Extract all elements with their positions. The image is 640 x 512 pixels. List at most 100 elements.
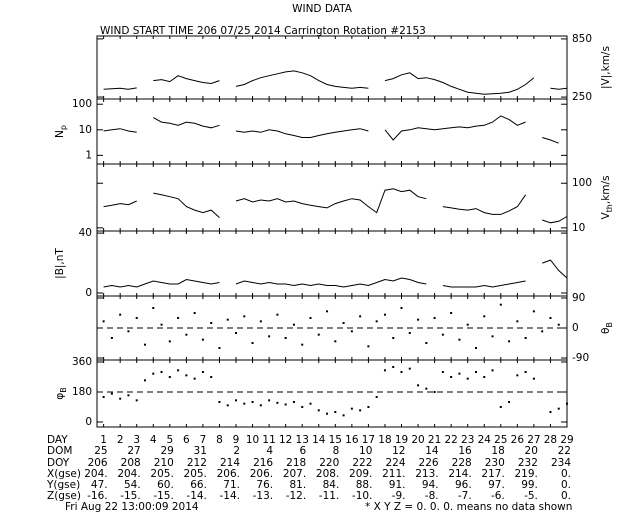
data-point bbox=[210, 376, 213, 378]
table-cell: -11. bbox=[319, 490, 340, 502]
table-cell: 207. bbox=[283, 468, 306, 480]
axis-label: Np bbox=[54, 125, 68, 138]
axis-label-main: θ bbox=[600, 328, 612, 334]
data-point bbox=[458, 338, 461, 341]
data-point bbox=[375, 396, 378, 398]
axis-label-main: N bbox=[54, 130, 66, 138]
table-cell: 16 bbox=[458, 445, 472, 457]
table-cell: 2 bbox=[233, 445, 240, 457]
table-cell: 226 bbox=[419, 457, 439, 469]
table-cell: 91. bbox=[389, 479, 406, 491]
data-point bbox=[259, 404, 262, 407]
table-cell: -14. bbox=[186, 490, 207, 502]
data-point bbox=[259, 320, 262, 323]
data-point bbox=[301, 343, 304, 346]
y-tick-label: 0 bbox=[85, 287, 92, 299]
table-cell: -9. bbox=[392, 490, 406, 502]
day-label: 1 bbox=[100, 434, 107, 446]
table-cell: 224 bbox=[385, 457, 405, 469]
table-cell: 217. bbox=[481, 468, 504, 480]
table-cell: 208 bbox=[121, 457, 141, 469]
table-cell: -13. bbox=[253, 490, 274, 502]
table-cell: 213. bbox=[415, 468, 438, 480]
table-cell: -7. bbox=[458, 490, 472, 502]
data-point bbox=[276, 401, 279, 404]
axis-label: |B|,nT bbox=[54, 248, 66, 279]
data-point bbox=[301, 406, 304, 408]
table-cell: 14 bbox=[425, 445, 439, 457]
data-point bbox=[375, 320, 378, 323]
data-point bbox=[408, 332, 411, 334]
table-cell: 209. bbox=[349, 468, 372, 480]
axis-label-main: |V|,km/s bbox=[600, 46, 612, 89]
data-point bbox=[524, 371, 527, 373]
table-cell: 206. bbox=[217, 468, 240, 480]
data-line bbox=[103, 115, 559, 144]
y-tick-label: 360 bbox=[72, 356, 92, 368]
data-point bbox=[549, 411, 552, 413]
data-point bbox=[566, 402, 568, 405]
axis-label-sub: th bbox=[605, 204, 614, 212]
axis-label-main: |B|,nT bbox=[54, 248, 66, 279]
table-cell: -15. bbox=[120, 490, 141, 502]
data-point bbox=[417, 318, 420, 321]
panel-frame bbox=[96, 359, 568, 428]
data-point bbox=[152, 307, 155, 309]
data-point bbox=[143, 343, 146, 346]
table-cell: 10 bbox=[359, 445, 372, 457]
table-cell: 228 bbox=[452, 457, 472, 469]
table-cell: 210 bbox=[154, 457, 174, 469]
data-point bbox=[425, 387, 428, 390]
footer-date: Fri Aug 22 13:00:09 2014 bbox=[65, 501, 199, 512]
axis-label: |V|,km/s bbox=[600, 46, 612, 89]
day-label: 25 bbox=[494, 434, 507, 446]
data-point bbox=[218, 401, 221, 403]
axis-label-sub: B bbox=[59, 387, 68, 393]
data-point bbox=[201, 371, 204, 373]
table-cell: 76. bbox=[256, 479, 273, 491]
day-label: 22 bbox=[444, 434, 457, 446]
data-line bbox=[103, 70, 568, 95]
data-point bbox=[541, 330, 544, 333]
data-point bbox=[499, 303, 502, 306]
footer-note: * X Y Z = 0. 0. 0. means no data shown bbox=[365, 501, 572, 512]
data-point bbox=[549, 317, 552, 319]
data-point bbox=[326, 412, 329, 415]
data-point bbox=[152, 372, 155, 375]
axis-label-tail: ,km/s bbox=[600, 175, 612, 204]
table-cell: 22 bbox=[558, 445, 571, 457]
day-label: 27 bbox=[527, 434, 540, 446]
data-line bbox=[103, 259, 568, 288]
table-cell: 218 bbox=[286, 457, 306, 469]
data-point bbox=[110, 392, 113, 395]
table-cell: 29 bbox=[160, 445, 173, 457]
table-cell: 60. bbox=[157, 479, 174, 491]
axis-label: φB bbox=[54, 387, 68, 399]
table-cell: 81. bbox=[290, 479, 307, 491]
data-point bbox=[483, 315, 486, 318]
row-label: Z(gse) bbox=[47, 490, 81, 502]
data-point bbox=[119, 397, 122, 400]
data-point bbox=[326, 310, 329, 313]
table-cell: -16. bbox=[87, 490, 108, 502]
table-cell: 47. bbox=[91, 479, 108, 491]
data-point bbox=[557, 323, 560, 326]
table-cell: 0. bbox=[561, 468, 571, 480]
data-point bbox=[483, 376, 486, 378]
data-point bbox=[110, 337, 113, 339]
y-tick-label: 1 bbox=[85, 149, 92, 161]
data-point bbox=[441, 371, 444, 373]
data-point bbox=[508, 340, 511, 343]
data-point bbox=[474, 371, 477, 373]
data-point bbox=[383, 369, 386, 372]
table-cell: 205. bbox=[184, 468, 207, 480]
data-point bbox=[168, 340, 171, 343]
data-line bbox=[103, 188, 568, 224]
data-point bbox=[235, 332, 238, 334]
data-point bbox=[458, 372, 461, 375]
table-cell: 66. bbox=[190, 479, 207, 491]
data-point bbox=[400, 371, 403, 373]
table-cell: 4 bbox=[266, 445, 273, 457]
day-label: 7 bbox=[200, 434, 207, 446]
